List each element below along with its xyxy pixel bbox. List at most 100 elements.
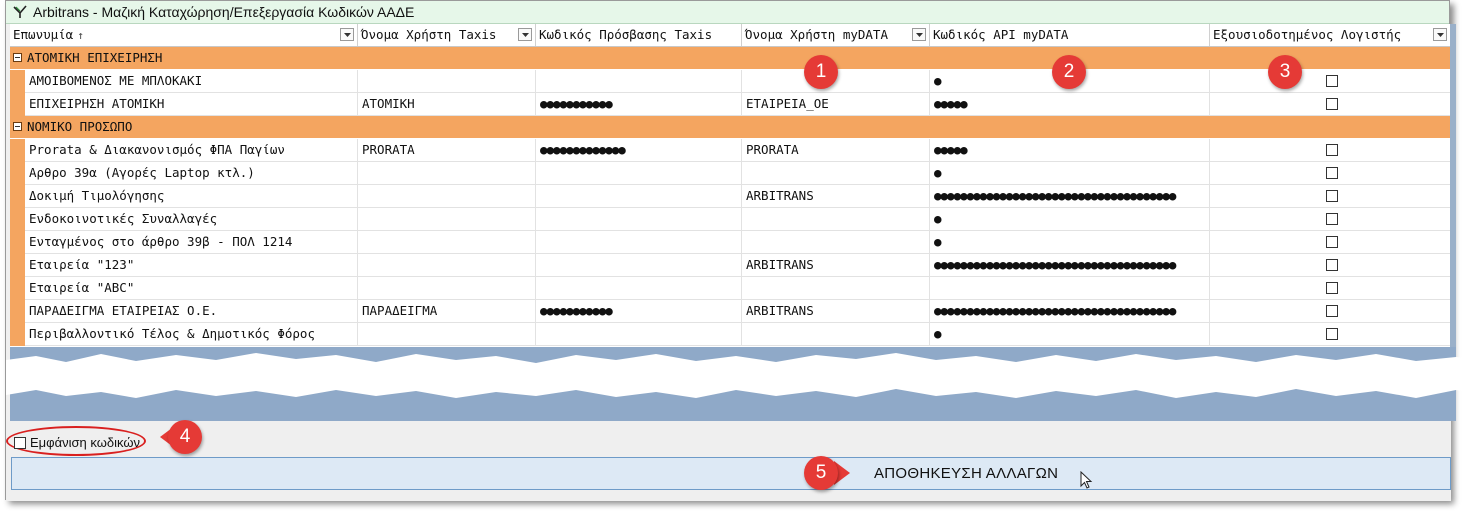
cell-mydata-user[interactable] <box>742 208 930 230</box>
group-indent-bar <box>10 139 25 162</box>
table-row[interactable]: Αρθρο 39α (Αγορές Laptop κτλ.) ● <box>10 162 1450 185</box>
authorized-accountant-checkbox[interactable] <box>1326 144 1338 156</box>
authorized-accountant-checkbox[interactable] <box>1326 236 1338 248</box>
column-header-mydata-api[interactable]: Κωδικός API myDATA <box>930 24 1210 46</box>
table-row[interactable]: Εταιρεία "ABC" <box>10 277 1450 300</box>
cell-mydata-api[interactable]: ● <box>930 162 1210 184</box>
cell-mydata-api[interactable] <box>930 277 1210 299</box>
cell-taxis-user[interactable] <box>358 162 536 184</box>
cell-mydata-api[interactable]: ● <box>930 70 1210 92</box>
cell-name[interactable]: Περιβαλλοντικό Τέλος & Δημοτικός Φόρος <box>25 323 358 345</box>
cell-mydata-user[interactable] <box>742 231 930 253</box>
cell-taxis-user[interactable] <box>358 70 536 92</box>
table-row[interactable]: Περιβαλλοντικό Τέλος & Δημοτικός Φόρος ● <box>10 323 1450 346</box>
cell-mydata-user[interactable]: ARBITRANS <box>742 185 930 207</box>
column-header-taxis-password[interactable]: Κωδικός Πρόσβασης Taxis <box>536 24 742 46</box>
column-header-name[interactable]: Επωνυμία ↑ <box>10 24 358 46</box>
authorized-accountant-checkbox[interactable] <box>1326 305 1338 317</box>
cell-mydata-api[interactable]: ● <box>930 208 1210 230</box>
cell-mydata-api[interactable]: ●●●●● <box>930 139 1210 161</box>
cell-taxis-user[interactable] <box>358 208 536 230</box>
cell-name[interactable]: Prorata & Διακανονισμός ΦΠΑ Παγίων <box>25 139 358 161</box>
cell-name[interactable]: Εταιρεία "ABC" <box>25 277 358 299</box>
cell-mydata-api[interactable]: ●●●●●●●●●●●●●●●●●●●●●●●●●●●●●●●●●●●●● <box>930 185 1210 207</box>
authorized-accountant-checkbox[interactable] <box>1326 98 1338 110</box>
cell-taxis-pass[interactable]: ●●●●●●●●●●● <box>536 93 742 115</box>
filter-dropdown-icon[interactable] <box>518 28 532 41</box>
save-changes-button[interactable]: ΑΠΟΘΗΚΕΥΣΗ ΑΛΛΑΓΩΝ <box>11 457 1451 490</box>
table-row[interactable]: Prorata & Διακανονισμός ΦΠΑ Παγίων PRORAT… <box>10 139 1450 162</box>
group-indent-bar <box>10 70 25 93</box>
cell-mydata-api[interactable]: ●●●●●●●●●●●●●●●●●●●●●●●●●●●●●●●●●●●●● <box>930 300 1210 322</box>
table-row[interactable]: ΕΠΙΧΕΙΡΗΣΗ ΑΤΟΜΙΚΗ ΑΤΟΜΙΚΗ ●●●●●●●●●●● ΕΤΑΙ… <box>10 93 1450 116</box>
cell-taxis-pass[interactable]: ●●●●●●●●●●●●● <box>536 139 742 161</box>
collapse-icon[interactable] <box>13 53 22 62</box>
table-row[interactable]: Εταιρεία "123" ARBITRANS ●●●●●●●●●●●●●●●●●… <box>10 254 1450 277</box>
column-header-taxis-user[interactable]: Όνομα Χρήστη Taxis <box>358 24 536 46</box>
checkbox-box[interactable] <box>14 436 26 449</box>
group-row[interactable]: ΝΟΜΙΚΟ ΠΡΟΣΩΠΟ <box>10 116 1450 138</box>
authorized-accountant-checkbox[interactable] <box>1326 190 1338 202</box>
cell-taxis-user[interactable] <box>358 254 536 276</box>
cell-mydata-user[interactable]: ΕΤΑΙΡΕΙΑ_ΟΕ <box>742 93 930 115</box>
cell-name[interactable]: Εταιρεία "123" <box>25 254 358 276</box>
column-header-mydata-user[interactable]: Όνομα Χρήστη myDATA <box>742 24 930 46</box>
cell-name[interactable]: Ενταγμένος στο άρθρο 39β - ΠΟΛ 1214 <box>25 231 358 253</box>
filter-dropdown-icon[interactable] <box>1433 28 1447 41</box>
cell-name[interactable]: ΑΜΟΙΒΟΜΕΝΟΣ ΜΕ ΜΠΛΟΚΑΚΙ <box>25 70 358 92</box>
authorized-accountant-checkbox[interactable] <box>1326 75 1338 87</box>
cell-mydata-api[interactable]: ● <box>930 231 1210 253</box>
cell-name[interactable]: ΕΠΙΧΕΙΡΗΣΗ ΑΤΟΜΙΚΗ <box>25 93 358 115</box>
cell-name[interactable]: ΠΑΡΑΔΕΙΓΜΑ ΕΤΑΙΡΕΙΑΣ Ο.Ε. <box>25 300 358 322</box>
authorized-accountant-checkbox[interactable] <box>1326 328 1338 340</box>
table-row[interactable]: Δοκιμή Τιμολόγησης ARBITRANS ●●●●●●●●●●●●… <box>10 185 1450 208</box>
cell-mydata-user[interactable]: PRORATA <box>742 139 930 161</box>
cell-taxis-user[interactable]: PRORATA <box>358 139 536 161</box>
column-header-authorized-accountant[interactable]: Εξουσιοδοτημένος Λογιστής <box>1210 24 1450 46</box>
cell-mydata-user[interactable] <box>742 323 930 345</box>
filter-dropdown-icon[interactable] <box>340 28 354 41</box>
cell-taxis-user[interactable]: ΠΑΡΑΔΕΙΓΜΑ <box>358 300 536 322</box>
cell-taxis-user[interactable]: ΑΤΟΜΙΚΗ <box>358 93 536 115</box>
authorized-accountant-checkbox[interactable] <box>1326 282 1338 294</box>
callout-5: 5 <box>804 456 838 490</box>
cell-taxis-pass[interactable]: ●●●●●●●●●●● <box>536 300 742 322</box>
authorized-accountant-checkbox[interactable] <box>1326 213 1338 225</box>
cell-mydata-user[interactable] <box>742 162 930 184</box>
cell-taxis-pass[interactable] <box>536 70 742 92</box>
cell-taxis-pass[interactable] <box>536 162 742 184</box>
table-row[interactable]: Ενταγμένος στο άρθρο 39β - ΠΟΛ 1214 ● <box>10 231 1450 254</box>
cell-mydata-api[interactable]: ●●●●●●●●●●●●●●●●●●●●●●●●●●●●●●●●●●●●● <box>930 254 1210 276</box>
group-indent-bar <box>10 323 25 346</box>
cell-mydata-api[interactable]: ●●●●● <box>930 93 1210 115</box>
cell-name[interactable]: Αρθρο 39α (Αγορές Laptop κτλ.) <box>25 162 358 184</box>
filter-dropdown-icon[interactable] <box>912 28 926 41</box>
cell-name[interactable]: Δοκιμή Τιμολόγησης <box>25 185 358 207</box>
cell-mydata-api[interactable]: ● <box>930 323 1210 345</box>
cell-taxis-pass[interactable] <box>536 323 742 345</box>
cell-mydata-user[interactable] <box>742 277 930 299</box>
cell-taxis-user[interactable] <box>358 323 536 345</box>
group-row[interactable]: ΑΤΟΜΙΚΗ ΕΠΙΧΕΙΡΗΣΗ <box>10 47 1450 69</box>
cell-taxis-pass[interactable] <box>536 254 742 276</box>
show-codes-checkbox[interactable]: Εμφάνιση κωδικών <box>14 435 140 450</box>
cell-taxis-pass[interactable] <box>536 185 742 207</box>
table-row[interactable]: Ενδοκοινοτικές Συναλλαγές ● <box>10 208 1450 231</box>
cell-taxis-user[interactable] <box>358 185 536 207</box>
authorized-accountant-checkbox[interactable] <box>1326 259 1338 271</box>
table-row[interactable]: ΠΑΡΑΔΕΙΓΜΑ ΕΤΑΙΡΕΙΑΣ Ο.Ε. ΠΑΡΑΔΕΙΓΜΑ ●●●●●… <box>10 300 1450 323</box>
collapse-icon[interactable] <box>13 122 22 131</box>
cell-taxis-pass[interactable] <box>536 277 742 299</box>
cell-taxis-pass[interactable] <box>536 231 742 253</box>
cell-taxis-user[interactable] <box>358 277 536 299</box>
cell-name[interactable]: Ενδοκοινοτικές Συναλλαγές <box>25 208 358 230</box>
cell-mydata-user[interactable]: ARBITRANS <box>742 300 930 322</box>
app-logo-icon <box>13 5 27 18</box>
cell-taxis-pass[interactable] <box>536 208 742 230</box>
cell-mydata-user[interactable]: ARBITRANS <box>742 254 930 276</box>
authorized-accountant-checkbox[interactable] <box>1326 167 1338 179</box>
cell-taxis-user[interactable] <box>358 231 536 253</box>
vertical-scroll-area[interactable] <box>1450 24 1456 347</box>
table-row[interactable]: ΑΜΟΙΒΟΜΕΝΟΣ ΜΕ ΜΠΛΟΚΑΚΙ ● <box>10 70 1450 93</box>
cell-mydata-user[interactable] <box>742 70 930 92</box>
